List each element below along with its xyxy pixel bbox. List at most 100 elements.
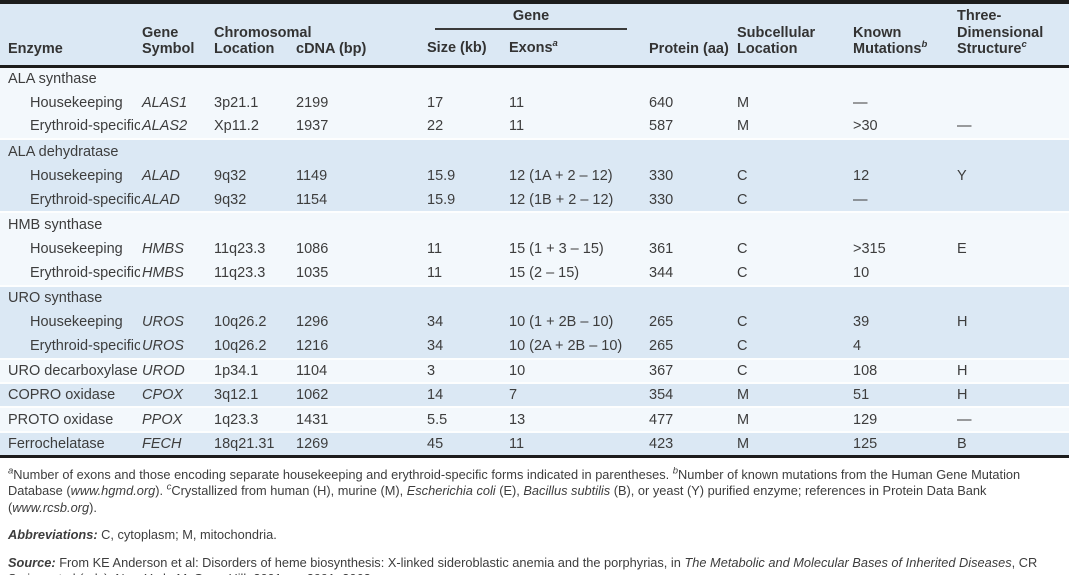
cell-subcellular-location: C — [737, 314, 748, 331]
cell-subcellular-location: C — [737, 264, 748, 281]
cell-three-dimensional-structure — [955, 261, 1069, 285]
cell-protein-aa: 361 — [649, 240, 674, 257]
cell-three-dimensional-structure: B — [955, 430, 1069, 457]
cell-gene-symbol: ALAD — [142, 191, 180, 208]
table-row: URO decarboxylase UROD 1p34.1 1104 3 10 367 C 10… — [0, 357, 1069, 384]
cell-enzyme: Erythroid-specific — [30, 118, 140, 135]
cell-exons: 7 — [507, 382, 648, 408]
cell-protein-aa: 354 — [647, 382, 736, 408]
cell-gene-symbol: UROS — [142, 314, 184, 331]
enzyme-group-label: ALA synthase — [0, 64, 1069, 91]
cell-known-mutations: >315 — [853, 240, 886, 257]
cell-cdna-bp: 1296 — [296, 314, 329, 331]
cell-gene-symbol: HMBS — [142, 240, 184, 257]
rcsb-url: www.rcsb.org — [12, 499, 90, 515]
cell-chromosomal-location: 1q23.3 — [212, 406, 294, 432]
cell-gene-symbol: UROD — [140, 357, 212, 384]
cell-chromosomal-location: 9q32 — [214, 167, 247, 184]
table-row: COPRO oxidase CPOX 3q12.1 1062 14 7 354 M 51 H — [0, 382, 1069, 408]
enzyme-group-row: HMB synthase — [0, 211, 1069, 237]
table-row: Housekeeping HMBS 11q23.3 1086 11 15 (1 + 3 –… — [0, 236, 1069, 262]
cell-protein-aa: 330 — [649, 167, 674, 184]
cell-known-mutations: 125 — [851, 430, 956, 457]
cell-exons: 11 — [507, 430, 648, 457]
cell-gene-symbol: CPOX — [140, 382, 212, 408]
cell-exons: 10 (1 + 2B – 10) — [509, 314, 614, 331]
cell-subcellular-location: C — [735, 357, 852, 384]
cell-size-kb: 22 — [427, 118, 444, 135]
enzyme-group-label: HMB synthase — [0, 211, 1069, 237]
cell-enzyme: COPRO oxidase — [0, 382, 140, 408]
table-row: Housekeeping ALAD 9q32 1149 15.9 12 (1A + 2 –… — [0, 163, 1069, 188]
footnote-abc: aNumber of exons and those encoding sepa… — [8, 465, 1021, 515]
cell-enzyme: Ferrochelatase — [0, 430, 140, 457]
cell-cdna-bp: 1431 — [294, 406, 425, 432]
column-header-enzyme: Enzyme — [8, 41, 63, 57]
cell-chromosomal-location: 11q23.3 — [214, 264, 266, 281]
enzyme-group-row: ALA dehydratase — [0, 138, 1069, 164]
cell-enzyme: Housekeeping — [30, 314, 123, 331]
cell-three-dimensional-structure: E — [957, 240, 967, 257]
cell-chromosomal-location: 10q26.2 — [214, 314, 267, 331]
column-group-header-gene: Gene — [425, 2, 647, 31]
cell-cdna-bp: 1062 — [294, 382, 425, 408]
table-row: Ferrochelatase FECH 18q21.31 1269 45 11 423 M 12… — [0, 430, 1069, 457]
enzyme-group-row: URO synthase — [0, 284, 1069, 310]
cell-enzyme: Housekeeping — [30, 94, 123, 111]
cell-enzyme: Erythroid-specific — [30, 191, 140, 208]
cell-chromosomal-location: 1p34.1 — [212, 357, 294, 384]
cell-enzyme: PROTO oxidase — [0, 406, 140, 432]
cell-known-mutations: 10 — [853, 264, 870, 281]
enzyme-table: Enzyme Gene Symbol Chromosomal Location … — [0, 0, 1069, 458]
cell-subcellular-location: M — [735, 430, 852, 457]
table-body: ALA synthase Housekeeping ALAS1 3p21.1 2199 1… — [0, 64, 1069, 457]
cell-size-kb: 5.5 — [425, 406, 507, 432]
cell-enzyme: Erythroid-specific — [30, 264, 140, 281]
column-header-gene-symbol: Gene Symbol — [142, 24, 195, 58]
cell-subcellular-location: C — [737, 337, 748, 354]
cell-three-dimensional-structure — [955, 334, 1069, 358]
cell-gene-symbol: ALAD — [142, 167, 180, 184]
column-header-subcellular-location: Subcellular Location — [737, 24, 816, 58]
cell-size-kb: 15.9 — [427, 167, 456, 184]
cell-size-kb: 14 — [425, 382, 507, 408]
table-row: PROTO oxidase PPOX 1q23.3 1431 5.5 13 477 M 129— — [0, 406, 1069, 432]
enzyme-group-label: ALA dehydratase — [0, 138, 1069, 164]
cell-cdna-bp: 1104 — [294, 357, 425, 384]
cell-enzyme: Housekeeping — [30, 167, 123, 184]
cell-size-kb: 34 — [427, 337, 444, 354]
cell-protein-aa: 367 — [647, 357, 736, 384]
cell-enzyme: Erythroid-specific — [30, 337, 140, 354]
cell-three-dimensional-structure — [955, 90, 1069, 114]
table-header: Enzyme Gene Symbol Chromosomal Location … — [0, 2, 1069, 66]
cell-known-mutations: >30 — [853, 118, 878, 135]
cell-cdna-bp: 1149 — [296, 167, 328, 184]
column-header-protein-aa: Protein (aa) — [649, 41, 729, 57]
column-header-chromosomal-location: Chromosomal Location — [214, 24, 312, 58]
cell-chromosomal-location: 10q26.2 — [214, 337, 267, 354]
column-header-size-kb: Size (kb) — [427, 40, 487, 56]
cell-subcellular-location: M — [737, 94, 750, 111]
cell-size-kb: 34 — [427, 314, 444, 331]
header-row-gene-sub: Size (kb) Exonsa — [0, 30, 1069, 66]
cell-subcellular-location: M — [735, 382, 852, 408]
cell-known-mutations: — — [853, 191, 868, 208]
cell-exons: 11 — [509, 94, 525, 111]
cell-exons: 11 — [509, 118, 525, 135]
cell-cdna-bp: 1086 — [296, 240, 329, 257]
cell-known-mutations: — — [853, 94, 868, 111]
enzyme-group-row: ALA synthase — [0, 64, 1069, 91]
cell-size-kb: 11 — [427, 264, 443, 281]
cell-size-kb: 45 — [425, 430, 507, 457]
cell-protein-aa: 330 — [649, 191, 674, 208]
cell-cdna-bp: 2199 — [296, 94, 329, 111]
cell-chromosomal-location: Xp11.2 — [214, 118, 259, 135]
cell-size-kb: 15.9 — [427, 191, 456, 208]
cell-exons: 15 (1 + 3 – 15) — [509, 240, 604, 257]
cell-chromosomal-location: 18q21.31 — [212, 430, 294, 457]
cell-cdna-bp: 1154 — [296, 191, 328, 208]
cell-subcellular-location: C — [737, 240, 748, 257]
cell-subcellular-location: M — [737, 118, 750, 135]
cell-gene-symbol: UROS — [142, 337, 184, 354]
